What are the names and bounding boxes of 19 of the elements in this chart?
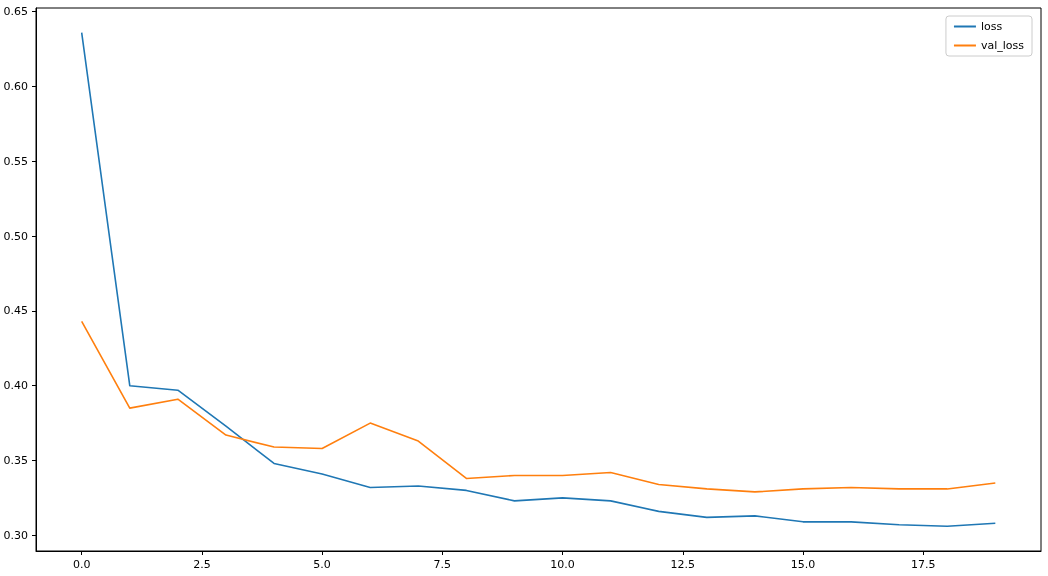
x-tick-label: 2.5 (193, 558, 211, 571)
x-tick-label: 12.5 (670, 558, 696, 571)
legend-label: loss (980, 20, 1003, 33)
x-tick-label: 7.5 (433, 558, 452, 571)
x-tick-label: 10.0 (550, 558, 575, 571)
x-tick-label: 17.5 (910, 558, 936, 571)
y-tick-label: 0.45 (3, 304, 28, 318)
y-tick-label: 0.60 (3, 80, 28, 94)
y-tick-label: 0.55 (3, 154, 28, 168)
y-tick-label: 0.65 (3, 5, 28, 19)
x-tick-label: 15.0 (790, 558, 816, 571)
x-tick-label: 5.0 (313, 558, 331, 571)
line-series (80, 320, 997, 493)
y-tick-label: 0.30 (3, 528, 28, 542)
y-tick-label: 0.50 (3, 229, 28, 243)
legend-label: val_loss (980, 39, 1025, 52)
y-tick-label: 0.35 (3, 454, 28, 467)
y-tick-label: 0.40 (3, 379, 28, 393)
x-tick-label: 0.0 (72, 558, 91, 571)
